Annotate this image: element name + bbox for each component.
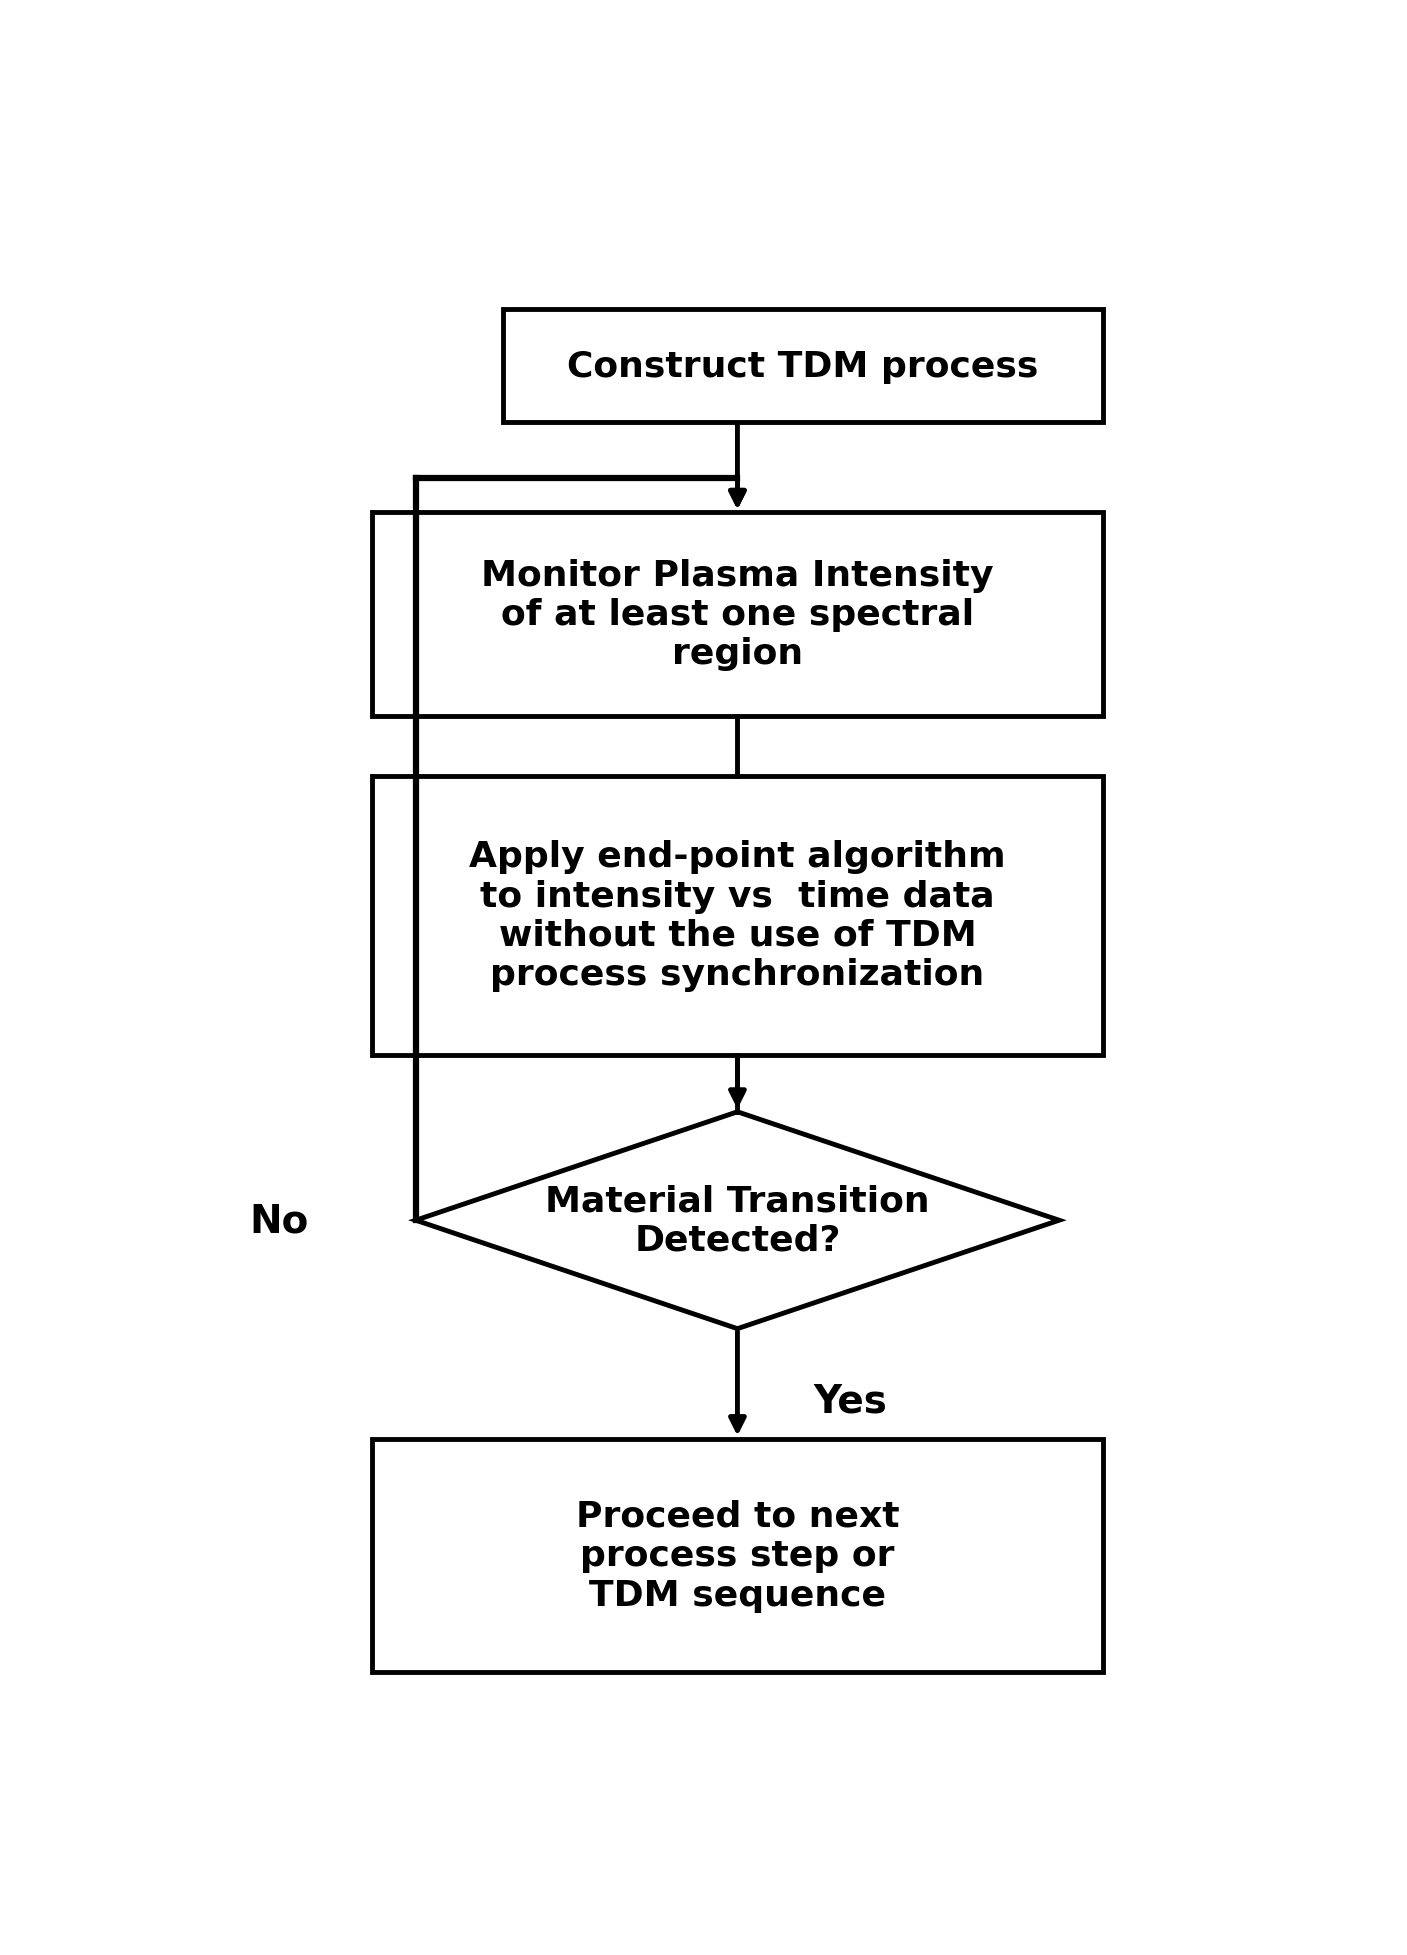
FancyBboxPatch shape	[371, 1439, 1103, 1672]
FancyBboxPatch shape	[371, 776, 1103, 1056]
Text: Proceed to next
process step or
TDM sequence: Proceed to next process step or TDM sequ…	[575, 1499, 899, 1613]
Text: Material Transition
Detected?: Material Transition Detected?	[545, 1185, 930, 1257]
Text: Construct TDM process: Construct TDM process	[567, 350, 1038, 383]
Text: Yes: Yes	[813, 1382, 888, 1419]
FancyBboxPatch shape	[371, 512, 1103, 716]
Text: No: No	[250, 1202, 310, 1239]
Polygon shape	[416, 1112, 1059, 1329]
Text: Apply end-point algorithm
to intensity vs  time data
without the use of TDM
proc: Apply end-point algorithm to intensity v…	[469, 841, 1006, 991]
Text: Monitor Plasma Intensity
of at least one spectral
region: Monitor Plasma Intensity of at least one…	[481, 559, 993, 671]
FancyBboxPatch shape	[504, 311, 1103, 422]
